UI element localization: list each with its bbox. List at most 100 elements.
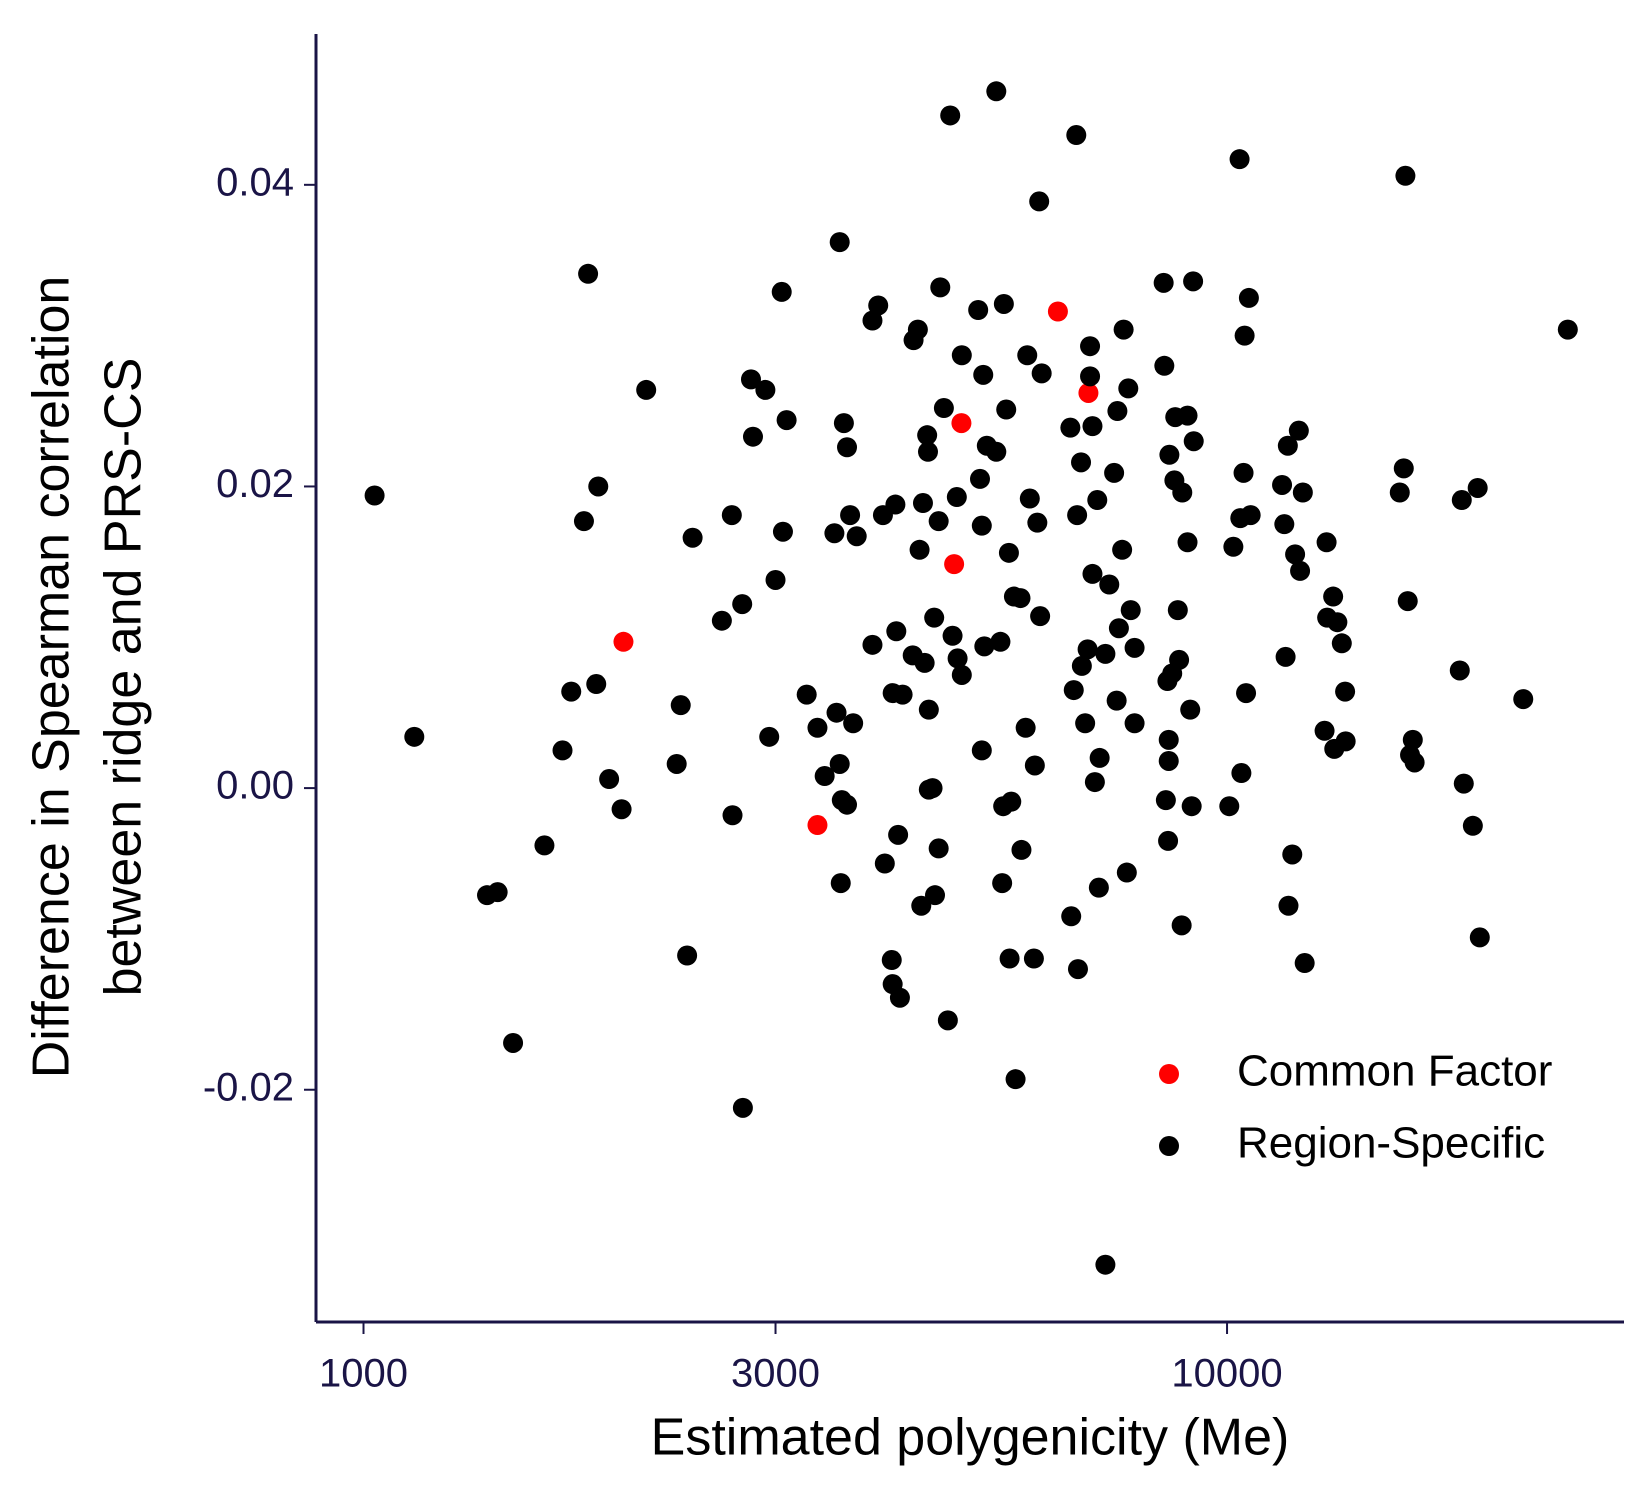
point <box>1404 752 1425 773</box>
point <box>1229 149 1250 170</box>
point <box>711 610 732 631</box>
point <box>951 345 972 366</box>
point <box>1084 772 1105 793</box>
point <box>946 487 967 508</box>
point <box>1071 655 1092 676</box>
point <box>1402 729 1423 750</box>
point <box>487 882 508 903</box>
point <box>771 281 792 302</box>
point <box>837 794 858 815</box>
point <box>1183 431 1204 452</box>
point <box>1066 125 1087 146</box>
point <box>911 895 932 916</box>
point <box>907 319 928 340</box>
point <box>1238 287 1259 308</box>
point <box>534 835 555 856</box>
point <box>1067 505 1088 526</box>
y-tick-label: 0.00 <box>216 764 294 808</box>
point <box>1077 639 1098 660</box>
point <box>993 293 1014 314</box>
point <box>1120 600 1141 621</box>
point <box>917 425 938 446</box>
point <box>1158 830 1179 851</box>
point <box>830 873 851 894</box>
point <box>1082 416 1103 437</box>
point <box>886 621 907 642</box>
point <box>971 515 992 536</box>
point <box>1323 586 1344 607</box>
point <box>1011 839 1032 860</box>
point <box>1462 815 1483 836</box>
point <box>909 539 930 560</box>
point <box>1089 747 1110 768</box>
point <box>944 554 965 575</box>
point <box>868 295 889 316</box>
point <box>1389 482 1410 503</box>
x-tick-label: 3000 <box>731 1352 820 1396</box>
point <box>599 769 620 790</box>
point <box>1108 618 1129 639</box>
point <box>1277 435 1298 456</box>
point <box>996 399 1017 420</box>
point <box>924 607 945 628</box>
y-axis-label: Difference in Spearman correlation <box>23 276 81 1079</box>
point <box>1451 490 1472 511</box>
point <box>1397 591 1418 612</box>
point <box>1327 612 1348 633</box>
x-axis-label: Estimated polygenicity (Me) <box>651 1409 1290 1467</box>
point <box>1118 378 1139 399</box>
y-tick-label: -0.02 <box>203 1065 294 1109</box>
point <box>1278 895 1299 916</box>
point <box>1172 482 1193 503</box>
legend-label: Region-Specific <box>1237 1119 1545 1168</box>
point <box>1236 683 1257 704</box>
point <box>912 493 933 514</box>
point <box>1095 1254 1116 1275</box>
point <box>1513 689 1534 710</box>
point <box>552 740 573 761</box>
point <box>1169 649 1190 670</box>
point <box>942 625 963 646</box>
legend-marker <box>1159 1136 1179 1156</box>
point <box>1027 512 1048 533</box>
point <box>1112 539 1133 560</box>
point <box>998 542 1019 563</box>
x-tick-label: 1000 <box>319 1352 408 1396</box>
point <box>918 699 939 720</box>
point <box>840 505 861 526</box>
point <box>1153 272 1174 293</box>
point <box>1290 560 1311 581</box>
point <box>1223 536 1244 557</box>
point <box>1088 877 1109 898</box>
point <box>1453 773 1474 794</box>
point <box>973 364 994 385</box>
point <box>1075 713 1096 734</box>
point <box>986 441 1007 462</box>
point <box>1292 482 1313 503</box>
point <box>914 652 935 673</box>
point <box>666 753 687 774</box>
point <box>776 410 797 431</box>
point <box>1177 532 1198 553</box>
point <box>829 232 850 253</box>
legend-label: Common Factor <box>1237 1047 1552 1096</box>
point <box>796 684 817 705</box>
point <box>1275 646 1296 667</box>
point <box>862 310 883 331</box>
point <box>1023 948 1044 969</box>
point <box>947 648 968 669</box>
point <box>503 1032 524 1053</box>
point <box>1557 319 1578 340</box>
point <box>1104 462 1125 483</box>
point <box>862 634 883 655</box>
point <box>1234 325 1255 346</box>
point <box>889 987 910 1008</box>
point <box>561 681 582 702</box>
y-axis-label: between ridge and PRS-CS <box>95 358 153 997</box>
point <box>874 853 895 874</box>
point <box>1124 713 1145 734</box>
point <box>930 277 951 298</box>
point <box>755 379 776 400</box>
